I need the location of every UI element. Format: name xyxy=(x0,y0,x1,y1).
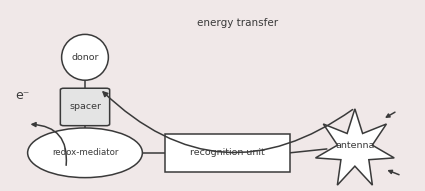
FancyBboxPatch shape xyxy=(60,88,110,126)
Polygon shape xyxy=(315,109,394,185)
Text: spacer: spacer xyxy=(69,102,101,112)
Bar xyxy=(165,134,290,172)
Text: redox-mediator: redox-mediator xyxy=(52,148,118,157)
Ellipse shape xyxy=(62,34,108,80)
Text: e⁻: e⁻ xyxy=(15,89,29,102)
Ellipse shape xyxy=(28,128,142,178)
Text: antenna: antenna xyxy=(335,141,374,150)
Text: donor: donor xyxy=(71,53,99,62)
Text: energy transfer: energy transfer xyxy=(198,18,278,28)
Text: recognition unit: recognition unit xyxy=(190,148,265,157)
